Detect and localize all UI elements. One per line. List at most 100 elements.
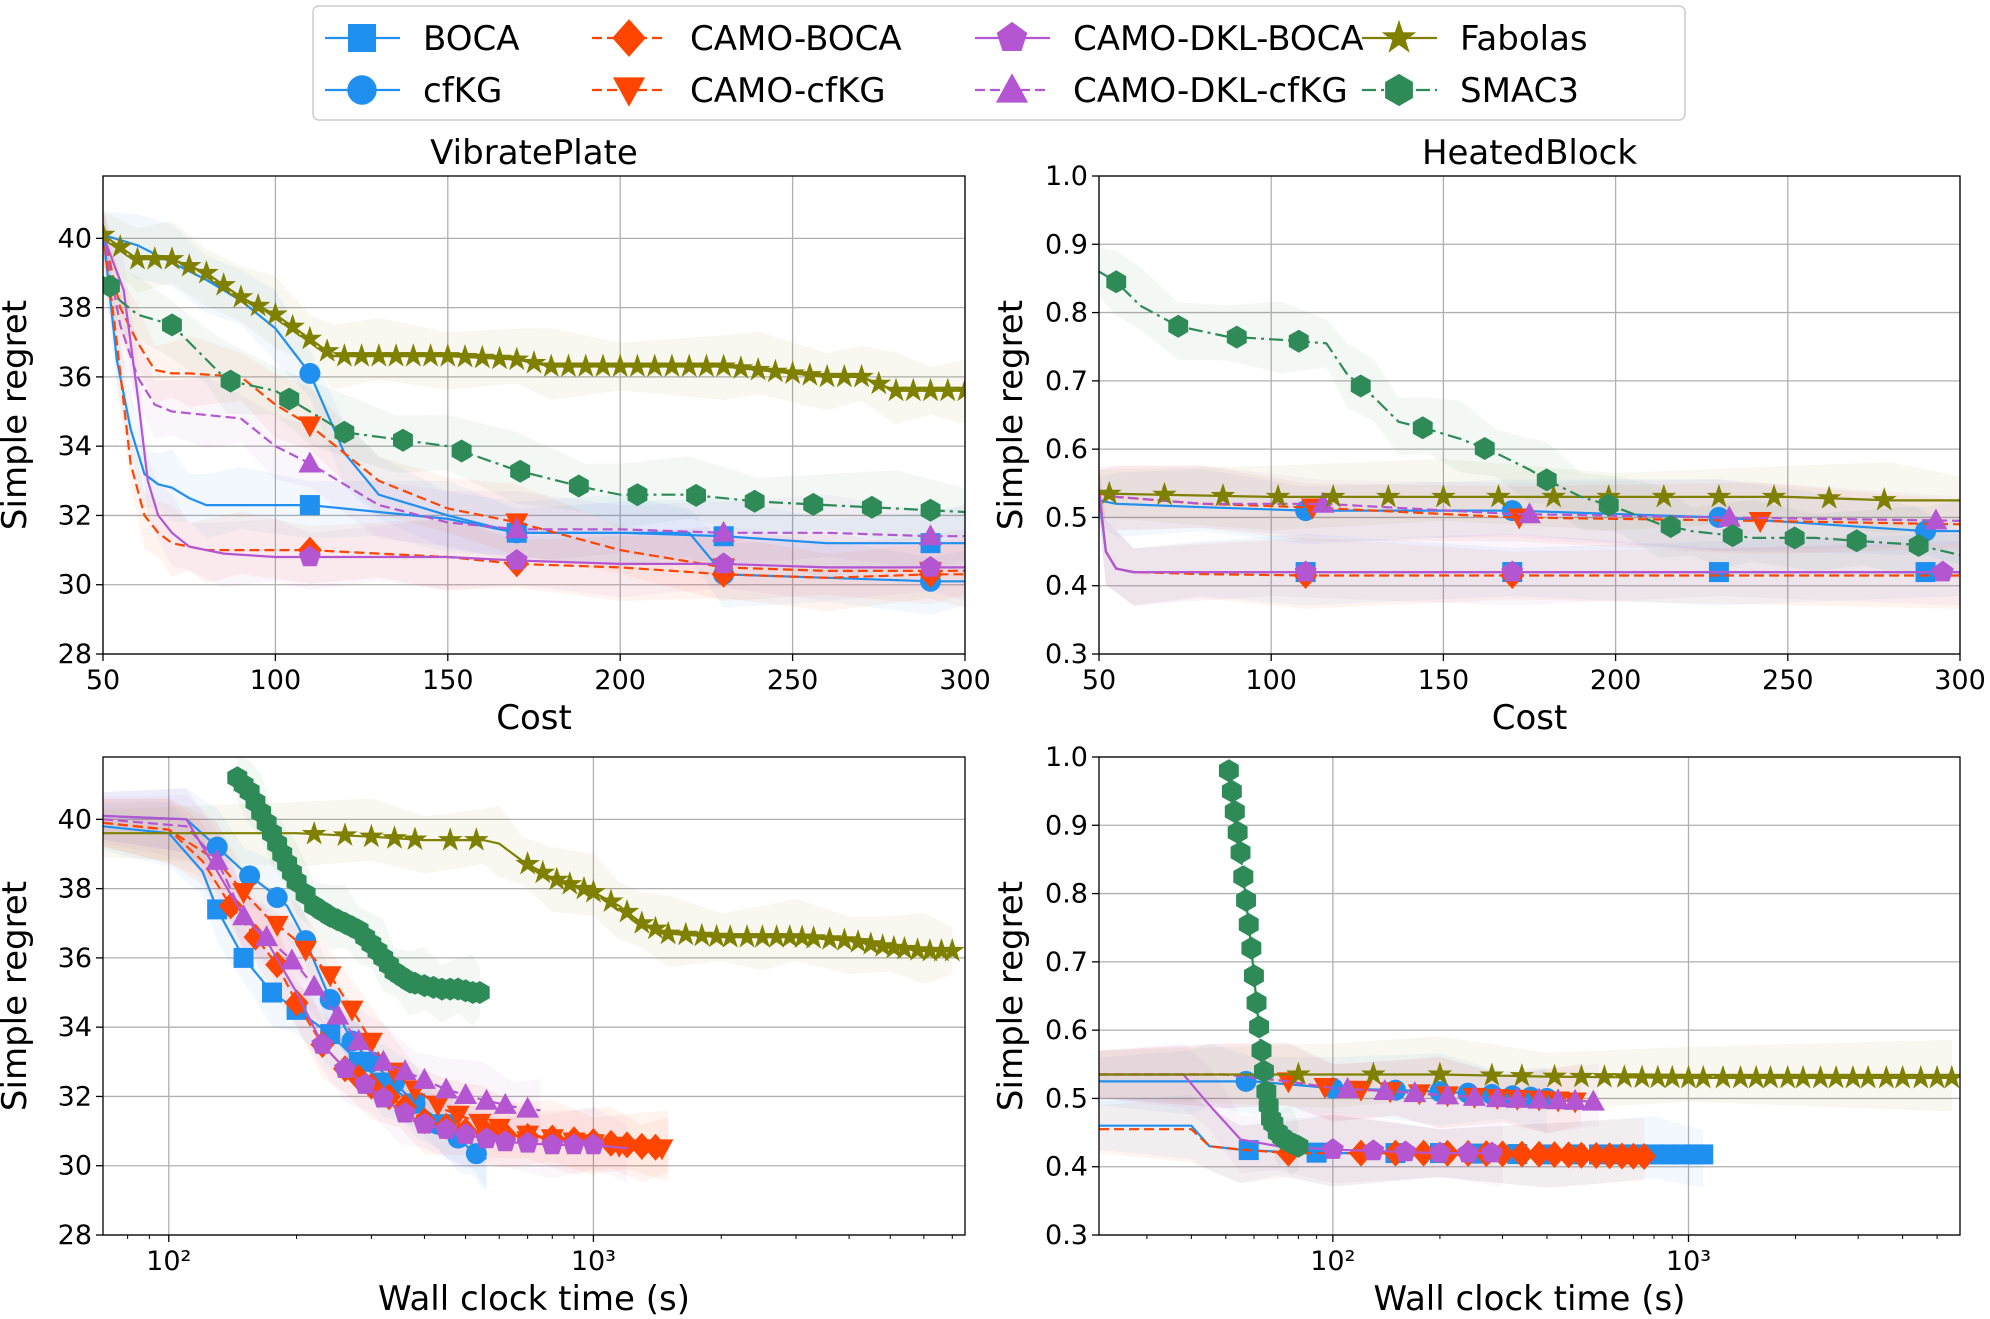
marker-fabolas bbox=[870, 933, 896, 957]
marker-fabolas bbox=[1840, 1064, 1866, 1089]
line-boca bbox=[103, 231, 965, 545]
marker-fabolas bbox=[297, 325, 323, 350]
marker-fabolas bbox=[892, 936, 917, 960]
marker-fabolas bbox=[676, 353, 702, 377]
y-tick-label: 0.6 bbox=[1045, 434, 1088, 465]
band-cfkg bbox=[103, 211, 965, 615]
marker-fabolas bbox=[1427, 1061, 1453, 1085]
legend-label: CAMO-DKL-cfKG bbox=[1073, 71, 1348, 111]
y-tick-label: 0.7 bbox=[1045, 947, 1088, 978]
marker-camo-dkl-boca bbox=[1429, 1141, 1451, 1163]
x-tick-label: 10³ bbox=[1666, 1246, 1711, 1277]
marker-fabolas bbox=[1924, 1064, 1950, 1089]
marker-fabolas bbox=[832, 363, 857, 388]
marker-camo-boca bbox=[1542, 1141, 1567, 1169]
y-tick-label: 1.0 bbox=[1045, 742, 1088, 773]
marker-fabolas bbox=[643, 915, 668, 940]
marker-camo-dkl-boca bbox=[541, 1133, 564, 1155]
marker-fabolas bbox=[1592, 1064, 1617, 1088]
legend-box bbox=[312, 5, 1686, 121]
marker-fabolas bbox=[689, 922, 715, 947]
plot-area bbox=[1099, 757, 1960, 1188]
series-camo-dkl-cfkg bbox=[103, 231, 965, 546]
legend-marker-camo-boca bbox=[612, 19, 646, 57]
legend-label: CAMO-BOCA bbox=[690, 19, 902, 59]
legend-marker-fabolas bbox=[1381, 19, 1417, 53]
marker-camo-dkl-cfkg bbox=[505, 517, 529, 539]
legend-item-camo-dkl-boca: CAMO-DKL-BOCA bbox=[975, 19, 1364, 59]
x-tick-label: 250 bbox=[767, 665, 819, 696]
marker-camo-cfkg bbox=[630, 1139, 654, 1161]
y-tick-label: 0.7 bbox=[1045, 366, 1088, 397]
marker-smac3 bbox=[1241, 936, 1262, 960]
x-tick-label: 300 bbox=[1934, 665, 1986, 696]
marker-fabolas bbox=[1486, 483, 1511, 508]
marker-camo-boca bbox=[284, 989, 309, 1017]
marker-smac3 bbox=[393, 428, 413, 452]
y-tick-label: 0.6 bbox=[1045, 1015, 1088, 1046]
plot-frame bbox=[1098, 175, 1961, 655]
y-tick-label: 0.8 bbox=[1045, 298, 1088, 329]
marker-smac3 bbox=[220, 369, 241, 393]
marker-smac3 bbox=[1230, 841, 1251, 865]
marker-smac3 bbox=[1660, 515, 1681, 538]
marker-fabolas bbox=[142, 246, 168, 270]
marker-camo-dkl-cfkg bbox=[371, 1049, 395, 1071]
marker-fabolas bbox=[1659, 1064, 1685, 1089]
legend-item-boca: BOCA bbox=[325, 19, 520, 59]
marker-fabolas bbox=[590, 353, 616, 377]
marker-fabolas bbox=[905, 937, 930, 961]
legend-item-camo-cfkg: CAMO-cfKG bbox=[592, 71, 886, 111]
marker-camo-dkl-cfkg bbox=[1336, 1077, 1360, 1098]
x-ticks: 10² 10³ bbox=[1310, 1235, 1711, 1277]
marker-fabolas bbox=[280, 313, 305, 338]
marker-fabolas bbox=[1265, 483, 1291, 508]
marker-fabolas bbox=[332, 822, 358, 846]
series-smac3 bbox=[1218, 759, 1309, 1158]
marker-camo-dkl-boca bbox=[413, 1112, 436, 1134]
marker-smac3 bbox=[451, 439, 472, 463]
marker-fabolas bbox=[107, 234, 133, 258]
marker-smac3 bbox=[162, 313, 182, 337]
marker-camo-dkl-boca bbox=[563, 1133, 585, 1155]
y-axis-label: Simple regret bbox=[991, 300, 1031, 530]
marker-smac3 bbox=[1598, 493, 1619, 517]
y-ticks: 28 30 32 34 36 38 40 bbox=[58, 804, 103, 1251]
marker-fabolas bbox=[1361, 1061, 1386, 1085]
legend-label: CAMO-cfKG bbox=[690, 71, 886, 111]
marker-smac3 bbox=[334, 420, 355, 444]
marker-fabolas bbox=[694, 353, 719, 377]
marker-smac3 bbox=[744, 489, 765, 513]
marker-smac3 bbox=[1218, 759, 1239, 783]
y-tick-label: 0.8 bbox=[1045, 879, 1088, 910]
marker-fabolas bbox=[845, 929, 871, 953]
marker-boca bbox=[233, 947, 254, 968]
marker-cfkg bbox=[319, 988, 341, 1010]
marker-fabolas bbox=[437, 827, 463, 851]
marker-smac3 bbox=[1221, 779, 1242, 803]
marker-smac3 bbox=[510, 459, 531, 483]
series-camo-dkl-boca bbox=[103, 234, 965, 577]
marker-smac3 bbox=[1536, 468, 1557, 492]
line-camo-dkl-boca bbox=[1099, 1073, 1503, 1155]
marker-camo-dkl-cfkg bbox=[232, 904, 256, 926]
marker-camo-dkl-boca bbox=[582, 1133, 605, 1155]
marker-camo-dkl-cfkg bbox=[1311, 491, 1335, 513]
marker-fabolas bbox=[1775, 1064, 1800, 1089]
marker-fabolas bbox=[1651, 483, 1677, 508]
marker-fabolas bbox=[1758, 1064, 1783, 1089]
y-tick-label: 32 bbox=[58, 1081, 92, 1112]
marker-fabolas bbox=[629, 910, 655, 934]
marker-fabolas bbox=[814, 363, 840, 388]
y-tick-label: 30 bbox=[58, 1151, 92, 1182]
marker-camo-dkl-cfkg bbox=[255, 925, 279, 947]
marker-fabolas bbox=[504, 346, 530, 371]
y-tick-label: 36 bbox=[58, 362, 92, 393]
x-tick-label: 50 bbox=[86, 665, 120, 696]
band-smac3 bbox=[1099, 247, 1960, 579]
marker-boca bbox=[299, 495, 320, 516]
marker-camo-dkl-cfkg bbox=[493, 1092, 517, 1114]
marker-fabolas bbox=[777, 924, 803, 948]
marker-fabolas bbox=[401, 343, 426, 367]
marker-fabolas bbox=[1629, 1064, 1655, 1088]
